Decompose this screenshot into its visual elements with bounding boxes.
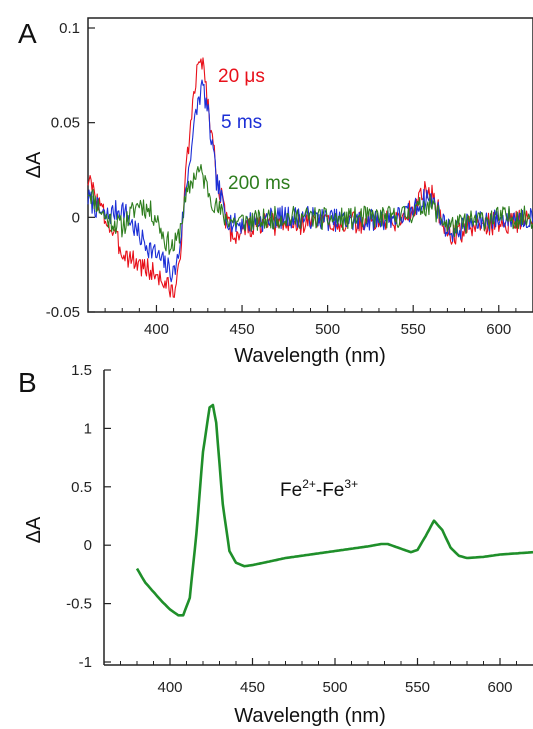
- x-tick-label: 550: [405, 679, 430, 696]
- x-tick-label: 600: [487, 679, 512, 696]
- panel-b-y-ticks: 1.5 1 0.5 0 -0.5 -1: [66, 362, 111, 671]
- panel-a-x-axis-title: Wavelength (nm): [234, 345, 386, 367]
- y-tick-label: 0.05: [51, 115, 80, 132]
- panel-b-annotation: Fe2+-Fe3+: [280, 477, 358, 501]
- x-tick-label: 550: [401, 321, 426, 338]
- y-tick-label: -0.05: [46, 304, 80, 321]
- x-tick-label: 500: [315, 321, 340, 338]
- series-line-2: [87, 164, 533, 255]
- x-tick-label: 400: [144, 321, 169, 338]
- panel-b-x-ticks: 400 450 500 550 600: [120, 658, 517, 696]
- series-label-20us: 20 μs: [218, 66, 265, 87]
- series-label-200ms: 200 ms: [228, 173, 290, 194]
- panel-a-series: [87, 57, 533, 298]
- y-tick-label: 1.5: [71, 362, 92, 379]
- panel-b-y-axis-title: ΔA: [23, 516, 45, 543]
- panel-b-series: [135, 403, 533, 617]
- panel-a-y-ticks: 0.1 0.05 0 -0.05: [46, 20, 95, 321]
- series-line-0: [87, 57, 533, 298]
- y-tick-label: 0: [84, 537, 92, 554]
- x-tick-label: 500: [322, 679, 347, 696]
- y-tick-label: -1: [79, 654, 92, 671]
- series-label-5ms: 5 ms: [221, 112, 262, 133]
- x-tick-label: 600: [486, 321, 511, 338]
- panel-b: B 1.5 1 0.5 0 -0.5 -1 400 450 500 550 600 Fe2+-Fe…: [18, 362, 533, 727]
- y-tick-label: 0.5: [71, 479, 92, 496]
- series-line-0: [135, 403, 533, 617]
- panel-b-x-axis-title: Wavelength (nm): [234, 705, 386, 727]
- y-tick-label: 1: [84, 420, 92, 437]
- y-tick-label: 0.1: [59, 20, 80, 37]
- y-tick-label: 0: [72, 209, 80, 226]
- panel-a: A 0.1 0.05 0 -0.05 400 450 500 550 600 20 μs 5 …: [18, 17, 533, 367]
- x-tick-label: 400: [157, 679, 182, 696]
- panel-b-letter: B: [18, 367, 37, 398]
- panel-a-letter: A: [18, 18, 37, 49]
- panel-a-y-axis-title: ΔA: [23, 151, 45, 178]
- x-tick-label: 450: [230, 321, 255, 338]
- x-tick-label: 450: [240, 679, 265, 696]
- panel-a-plot-frame: [87, 17, 533, 313]
- series-line-1: [87, 79, 533, 283]
- panel-a-x-ticks: 400 450 500 550 600: [104, 305, 517, 338]
- y-tick-label: -0.5: [66, 596, 92, 613]
